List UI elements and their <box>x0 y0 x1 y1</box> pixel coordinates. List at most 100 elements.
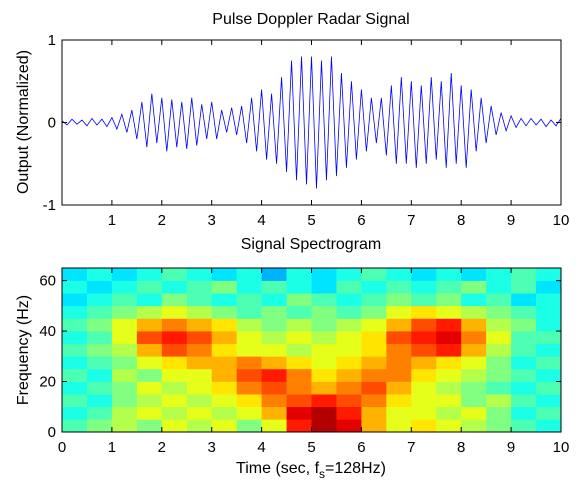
heatmap-cell <box>386 293 412 307</box>
heatmap-cell <box>62 394 88 408</box>
heatmap-cell <box>386 406 412 420</box>
heatmap-cell <box>311 331 337 344</box>
x-tick-label: 3 <box>208 212 216 229</box>
heatmap-cell <box>111 406 138 420</box>
heatmap-cell <box>161 356 188 370</box>
heatmap-cell <box>436 268 462 281</box>
y-tick-label: 60 <box>39 273 56 290</box>
heatmap-cell <box>62 268 88 281</box>
heatmap-cell <box>336 356 362 370</box>
heatmap-cell <box>186 305 212 319</box>
heatmap-cell <box>361 318 387 332</box>
heatmap-cell <box>236 368 262 382</box>
heatmap-cell <box>236 394 262 408</box>
heatmap-cell <box>336 406 362 420</box>
heatmap-cell <box>211 318 237 332</box>
heatmap-cell <box>286 368 312 382</box>
heatmap-cell <box>286 381 312 395</box>
heatmap-cell <box>336 381 362 395</box>
heatmap-cell <box>236 406 262 420</box>
heatmap-cell <box>261 331 287 344</box>
heatmap-cell <box>161 394 188 408</box>
heatmap-cell <box>186 318 212 332</box>
heatmap-cell <box>136 368 163 382</box>
x-tick-label: 6 <box>357 212 365 229</box>
heatmap-cell <box>86 268 113 281</box>
heatmap-cell <box>161 280 188 294</box>
heatmap-cell <box>236 343 262 357</box>
heatmap-cell <box>86 305 113 319</box>
heatmap-cell <box>511 318 537 332</box>
x-tick-label: 0 <box>58 439 66 456</box>
heatmap-cell <box>311 419 337 433</box>
heatmap-cell <box>361 406 387 420</box>
x-tick-label: 5 <box>307 439 315 456</box>
heatmap-cell <box>311 381 337 395</box>
heatmap-cell <box>386 394 412 408</box>
heatmap-cell <box>111 293 138 307</box>
heatmap-cell <box>186 343 212 357</box>
heatmap-cell <box>386 343 412 357</box>
heatmap-cell <box>311 356 337 370</box>
heatmap-cell <box>336 419 362 433</box>
heatmap-cell <box>236 419 262 433</box>
heatmap-cell <box>136 419 163 433</box>
heatmap-cell <box>161 293 188 307</box>
heatmap-cell <box>436 305 462 319</box>
heatmap-cell <box>511 406 537 420</box>
heatmap-cell <box>336 305 362 319</box>
heatmap-cell <box>536 268 562 281</box>
heatmap-cell <box>536 419 562 433</box>
heatmap-cell <box>136 406 163 420</box>
y-tick-label: 1 <box>48 32 56 49</box>
heatmap-cell <box>536 381 562 395</box>
heatmap-cell <box>111 356 138 370</box>
heatmap-cell <box>461 343 487 357</box>
heatmap-cell <box>536 343 562 357</box>
chart-title: Pulse Doppler Radar Signal <box>212 11 409 28</box>
heatmap-cell <box>536 280 562 294</box>
heatmap-cell <box>286 394 312 408</box>
x-tick-label: 6 <box>357 439 365 456</box>
heatmap-cell <box>286 318 312 332</box>
heatmap-cell <box>411 368 437 382</box>
heatmap-cell <box>186 268 212 281</box>
heatmap-cell <box>111 280 138 294</box>
heatmap-cell <box>386 305 412 319</box>
heatmap-cell <box>311 343 337 357</box>
heatmap-cell <box>211 305 237 319</box>
heatmap-cell <box>461 419 487 433</box>
heatmap-cell <box>361 343 387 357</box>
heatmap-cell <box>511 293 537 307</box>
heatmap-cell <box>236 280 262 294</box>
heatmap-cell <box>361 331 387 344</box>
x-tick-label: 9 <box>507 212 515 229</box>
heatmap-cell <box>211 394 237 408</box>
heatmap-cell <box>386 280 412 294</box>
heatmap-cell <box>136 305 163 319</box>
heatmap-cell <box>86 280 113 294</box>
chart-title: Signal Spectrogram <box>241 236 382 253</box>
heatmap-cell <box>461 368 487 382</box>
heatmap-cell <box>236 331 262 344</box>
heatmap-cell <box>411 419 437 433</box>
heatmap-cell <box>436 368 462 382</box>
x-tick-label: 4 <box>257 212 265 229</box>
heatmap-cell <box>361 356 387 370</box>
heatmap-cell <box>436 280 462 294</box>
heatmap-cell <box>486 280 512 294</box>
heatmap-cell <box>286 293 312 307</box>
heatmap-cell <box>336 343 362 357</box>
x-axis-label-subscript: s <box>319 467 325 481</box>
heatmap-cell <box>461 406 487 420</box>
heatmap-cell <box>86 368 113 382</box>
heatmap-cell <box>261 343 287 357</box>
heatmap-cell <box>536 394 562 408</box>
heatmap-cell <box>336 368 362 382</box>
heatmap-cell <box>461 280 487 294</box>
heatmap-cell <box>461 268 487 281</box>
heatmap-cell <box>361 293 387 307</box>
heatmap-cell <box>386 318 412 332</box>
heatmap-cell <box>136 381 163 395</box>
heatmap-cell <box>361 268 387 281</box>
